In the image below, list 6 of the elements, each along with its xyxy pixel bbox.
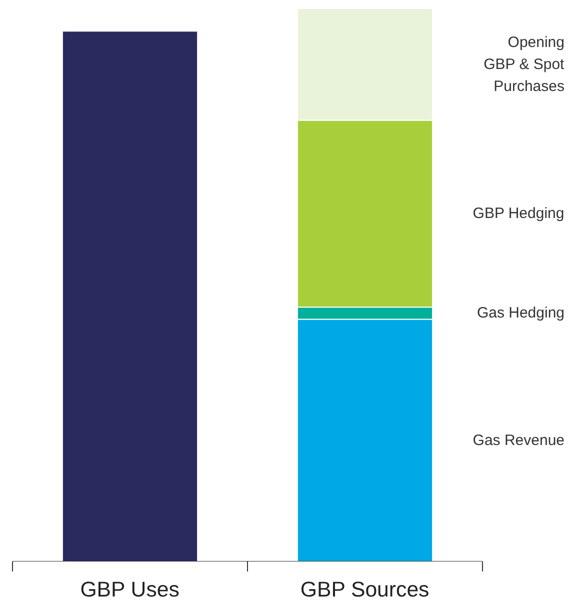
text: Gas Hedging	[476, 304, 565, 322]
text: Gas Revenue	[472, 432, 565, 449]
x-tick-label: GBP Uses	[80, 578, 180, 602]
text: GBP Hedging	[472, 205, 564, 222]
x-tick-label: GBP Sources	[300, 578, 430, 602]
text: Opening GBP & Spot Purchases	[484, 34, 566, 95]
